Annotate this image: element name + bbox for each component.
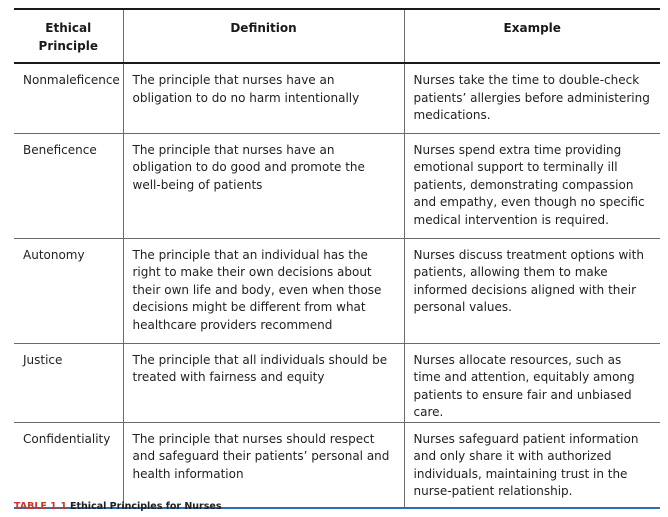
cell-definition: The principle that all individuals shoul… xyxy=(122,342,404,422)
header-ethical-principle-line-1: Ethical xyxy=(45,21,92,35)
cell-example: Nurses safeguard patient information and… xyxy=(403,421,660,509)
table-row: Justice The principle that all individua… xyxy=(14,342,660,422)
cell-definition: The principle that nurses should respect… xyxy=(122,421,404,509)
ethical-principles-table: Ethical Principle Definition Example Non… xyxy=(14,8,660,509)
table-row: Beneficence The principle that nurses ha… xyxy=(14,132,660,238)
header-row: Ethical Principle Definition Example xyxy=(14,8,660,64)
cell-definition: The principle that nurses have an obliga… xyxy=(122,63,404,133)
header-example: Example xyxy=(403,8,660,64)
table-row: Confidentiality The principle that nurse… xyxy=(14,421,660,509)
ethical-principles-table-container: Ethical Principle Definition Example Non… xyxy=(14,8,660,509)
cell-example: Nurses allocate resources, such as time … xyxy=(403,342,660,422)
table-header: Ethical Principle Definition Example xyxy=(14,8,660,64)
header-definition: Definition xyxy=(122,8,404,64)
table-caption: TABLE 1.1 Ethical Principles for Nurses xyxy=(14,501,222,512)
cell-principle: Justice xyxy=(14,342,123,422)
cell-definition: The principle that an individual has the… xyxy=(122,237,404,343)
table-row: Autonomy The principle that an individua… xyxy=(14,237,660,343)
cell-example: Nurses spend extra time providing emotio… xyxy=(403,132,660,238)
cell-example: Nurses discuss treatment options with pa… xyxy=(403,237,660,343)
cell-example: Nurses take the time to double-check pat… xyxy=(403,63,660,133)
table-caption-number: TABLE 1.1 xyxy=(14,501,68,512)
table-caption-title: Ethical Principles for Nurses xyxy=(70,501,222,512)
header-ethical-principle: Ethical Principle xyxy=(14,8,123,64)
cell-principle: Autonomy xyxy=(14,237,123,343)
cell-principle: Confidentiality xyxy=(14,421,123,509)
table-body: Nonmaleficence The principle that nurses… xyxy=(14,63,660,509)
cell-principle: Beneficence xyxy=(14,132,123,238)
header-ethical-principle-line-2: Principle xyxy=(38,38,98,53)
table-row: Nonmaleficence The principle that nurses… xyxy=(14,63,660,133)
cell-principle: Nonmaleficence xyxy=(23,73,120,87)
cell-definition: The principle that nurses have an obliga… xyxy=(122,132,404,238)
